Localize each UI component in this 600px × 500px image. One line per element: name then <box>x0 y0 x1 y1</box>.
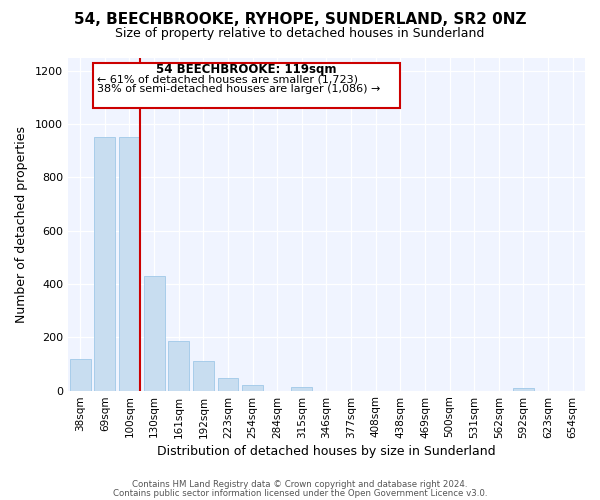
Text: 54, BEECHBROOKE, RYHOPE, SUNDERLAND, SR2 0NZ: 54, BEECHBROOKE, RYHOPE, SUNDERLAND, SR2… <box>74 12 526 28</box>
Bar <box>70 358 91 390</box>
Bar <box>143 276 164 390</box>
Text: 54 BEECHBROOKE: 119sqm: 54 BEECHBROOKE: 119sqm <box>156 63 337 76</box>
X-axis label: Distribution of detached houses by size in Sunderland: Distribution of detached houses by size … <box>157 444 496 458</box>
Bar <box>168 342 189 390</box>
Text: 38% of semi-detached houses are larger (1,086) →: 38% of semi-detached houses are larger (… <box>97 84 381 94</box>
Bar <box>193 362 214 390</box>
Text: Contains HM Land Registry data © Crown copyright and database right 2024.: Contains HM Land Registry data © Crown c… <box>132 480 468 489</box>
FancyBboxPatch shape <box>92 63 400 108</box>
Text: Contains public sector information licensed under the Open Government Licence v3: Contains public sector information licen… <box>113 488 487 498</box>
Bar <box>94 138 115 390</box>
Bar <box>292 386 313 390</box>
Bar <box>513 388 534 390</box>
Bar <box>119 138 140 390</box>
Text: Size of property relative to detached houses in Sunderland: Size of property relative to detached ho… <box>115 28 485 40</box>
Y-axis label: Number of detached properties: Number of detached properties <box>15 126 28 322</box>
Bar <box>218 378 238 390</box>
Text: ← 61% of detached houses are smaller (1,723): ← 61% of detached houses are smaller (1,… <box>97 74 358 85</box>
Bar <box>242 385 263 390</box>
